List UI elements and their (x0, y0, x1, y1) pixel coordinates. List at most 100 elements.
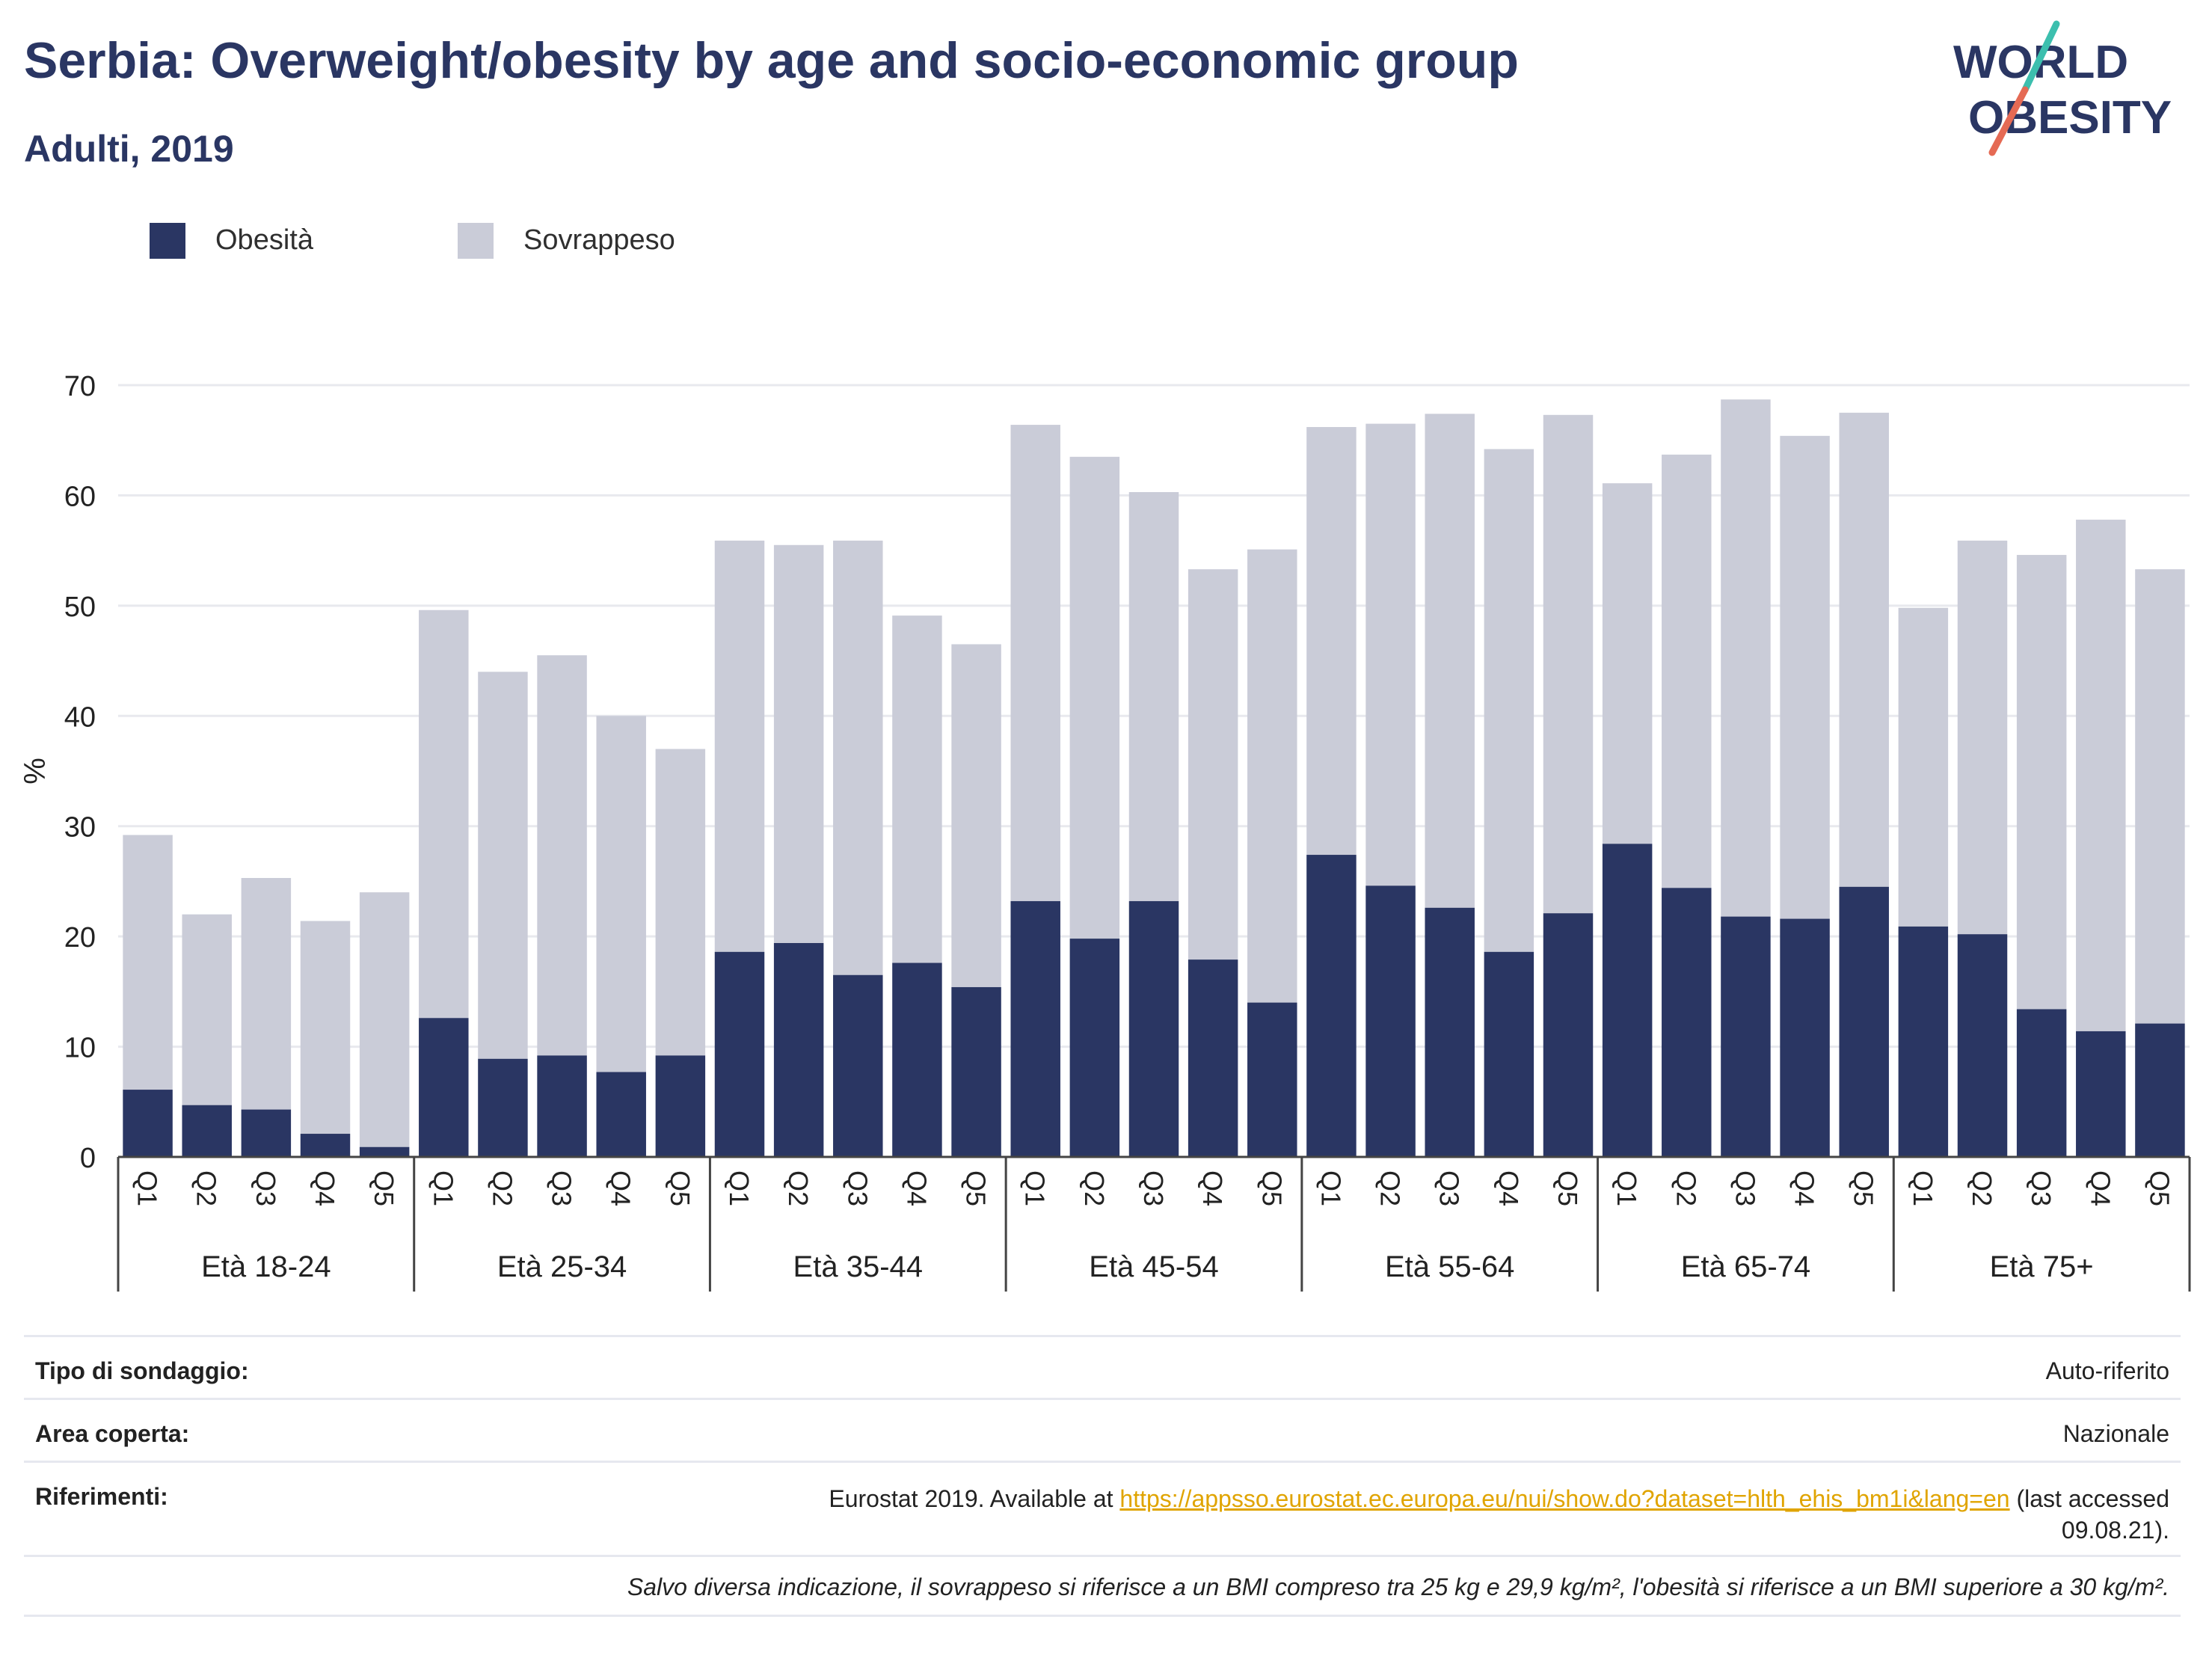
x-tick-label: Q3 (547, 1170, 577, 1206)
bar-obesity[interactable] (1188, 959, 1238, 1157)
bar-obesity[interactable] (1365, 885, 1416, 1157)
bar-obesity[interactable] (655, 1055, 706, 1157)
bar-obesity[interactable] (596, 1072, 646, 1157)
bar-overweight[interactable] (1484, 449, 1534, 952)
bar-overweight[interactable] (537, 655, 587, 1056)
bar-obesity[interactable] (359, 1146, 410, 1157)
references-link[interactable]: https://appsso.eurostat.ec.europa.eu/nui… (1119, 1485, 2010, 1512)
bar-obesity[interactable] (537, 1055, 587, 1157)
bar-obesity[interactable] (1721, 916, 1771, 1157)
legend-swatch-overweight (458, 223, 494, 259)
bar-overweight[interactable] (892, 615, 942, 963)
chart-subtitle: Adulti, 2019 (24, 128, 234, 170)
y-tick-label: 0 (80, 1143, 96, 1174)
bar-overweight[interactable] (1365, 423, 1416, 886)
bar-obesity[interactable] (182, 1105, 232, 1157)
x-tick-label: Q4 (606, 1170, 636, 1206)
bar-overweight[interactable] (1839, 412, 1889, 887)
x-tick-label: Q1 (132, 1170, 163, 1206)
x-tick-label: Q4 (2085, 1170, 2116, 1206)
bar-obesity[interactable] (241, 1109, 292, 1157)
x-tick-label: Q1 (724, 1170, 755, 1206)
bar-obesity[interactable] (1425, 907, 1475, 1157)
bar-overweight[interactable] (1780, 435, 1830, 919)
x-tick-label: Q3 (1434, 1170, 1465, 1206)
bar-overweight[interactable] (2016, 555, 2067, 1010)
x-tick-label: Q4 (310, 1170, 340, 1206)
references-prefix: Eurostat 2019. Available at (829, 1485, 1113, 1512)
x-tick-label: Q1 (1315, 1170, 1346, 1206)
bar-obesity[interactable] (2016, 1009, 2067, 1157)
bar-overweight[interactable] (359, 892, 410, 1147)
bar-obesity[interactable] (892, 962, 942, 1157)
bar-overweight[interactable] (2076, 519, 2126, 1031)
y-axis-ticks: 0 10 20 30 40 50 60 70 (64, 371, 96, 1174)
group-label: Età 18-24 (201, 1250, 331, 1283)
bar-obesity[interactable] (1128, 900, 1179, 1157)
bar-overweight[interactable] (655, 749, 706, 1056)
bar-overweight[interactable] (1898, 607, 1949, 927)
x-tick-label: Q5 (665, 1170, 695, 1206)
bar-obesity[interactable] (1957, 934, 2008, 1157)
bar-obesity[interactable] (951, 986, 1001, 1157)
bar-obesity[interactable] (1484, 951, 1534, 1157)
bar-overweight[interactable] (1306, 427, 1357, 856)
bar-overweight[interactable] (833, 540, 883, 975)
bar-obesity[interactable] (478, 1058, 528, 1157)
info-row-references: Riferimenti: Eurostat 2019. Available at… (24, 1461, 2181, 1555)
bar-obesity[interactable] (300, 1134, 351, 1157)
area-value: Nazionale (2062, 1420, 2169, 1447)
bar-overweight[interactable] (1662, 454, 1712, 888)
bar-overweight[interactable] (419, 610, 469, 1019)
bar-overweight[interactable] (1425, 414, 1475, 908)
bar-overweight[interactable] (1069, 456, 1120, 939)
references-date: 09.08.21). (2061, 1517, 2169, 1544)
bar-obesity[interactable] (714, 951, 765, 1157)
y-axis-label: % (19, 758, 52, 784)
bar-obesity[interactable] (2076, 1031, 2126, 1157)
bar-overweight[interactable] (951, 644, 1001, 987)
bar-overweight[interactable] (1957, 540, 2008, 935)
bar-obesity[interactable] (773, 942, 824, 1157)
bar-obesity[interactable] (123, 1090, 173, 1157)
bar-obesity[interactable] (1780, 918, 1830, 1157)
bar-obesity[interactable] (1069, 939, 1120, 1157)
bar-overweight[interactable] (1602, 483, 1653, 844)
y-tick-label: 30 (64, 812, 96, 844)
bar-overweight[interactable] (1010, 425, 1060, 901)
bar-obesity[interactable] (1662, 888, 1712, 1157)
bar-overweight[interactable] (182, 914, 232, 1105)
bar-obesity[interactable] (1010, 900, 1060, 1157)
bar-overweight[interactable] (123, 835, 173, 1090)
bar-obesity[interactable] (1898, 926, 1949, 1157)
group-label: Età 45-54 (1089, 1250, 1218, 1283)
footnote: Salvo diversa indicazione, il sovrappeso… (24, 1555, 2181, 1617)
info-row-survey-type: Tipo di sondaggio: Auto-riferito (24, 1335, 2181, 1398)
bar-obesity[interactable] (1543, 913, 1594, 1157)
bar-overweight[interactable] (1128, 492, 1179, 901)
bar-overweight[interactable] (714, 540, 765, 952)
y-tick-label: 60 (64, 481, 96, 512)
bar-obesity[interactable] (1306, 855, 1357, 1157)
group-label: Età 35-44 (793, 1250, 923, 1283)
bar-obesity[interactable] (419, 1018, 469, 1157)
bar-overweight[interactable] (478, 672, 528, 1059)
bar-obesity[interactable] (1839, 886, 1889, 1157)
bar-obesity[interactable] (1247, 1002, 1297, 1157)
bar-overweight[interactable] (1543, 414, 1594, 914)
info-row-area: Area coperta: Nazionale (24, 1398, 2181, 1461)
x-tick-label: Q4 (1197, 1170, 1228, 1206)
bar-overweight[interactable] (2135, 569, 2185, 1024)
bar-obesity[interactable] (833, 974, 883, 1157)
bar-overweight[interactable] (1721, 399, 1771, 917)
bar-overweight[interactable] (1247, 549, 1297, 1003)
bar-overweight[interactable] (1188, 569, 1238, 960)
bar-obesity[interactable] (1602, 844, 1653, 1157)
bar-obesity[interactable] (2135, 1023, 2185, 1157)
bar-overweight[interactable] (773, 544, 824, 943)
x-tick-label: Q2 (783, 1170, 814, 1206)
bar-overweight[interactable] (596, 716, 646, 1072)
bar-overweight[interactable] (241, 878, 292, 1110)
bar-overweight[interactable] (300, 921, 351, 1134)
